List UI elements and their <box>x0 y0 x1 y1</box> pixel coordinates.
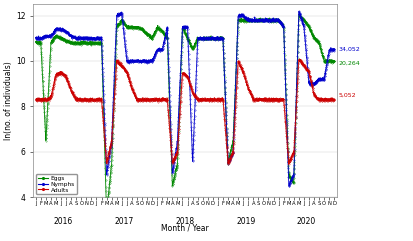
Legend: Eggs, Nymphs, Adults: Eggs, Nymphs, Adults <box>36 174 76 194</box>
Text: 20,264: 20,264 <box>337 61 359 66</box>
Text: 2019: 2019 <box>235 217 255 226</box>
X-axis label: Month / Year: Month / Year <box>161 223 209 232</box>
Y-axis label: ln(no. of individuals): ln(no. of individuals) <box>4 61 13 140</box>
Text: 2020: 2020 <box>296 217 315 226</box>
Text: 2017: 2017 <box>114 217 133 226</box>
Text: 2016: 2016 <box>54 217 73 226</box>
Text: 34,052: 34,052 <box>337 47 359 52</box>
Text: 5,052: 5,052 <box>337 93 355 98</box>
Text: 2018: 2018 <box>175 217 194 226</box>
